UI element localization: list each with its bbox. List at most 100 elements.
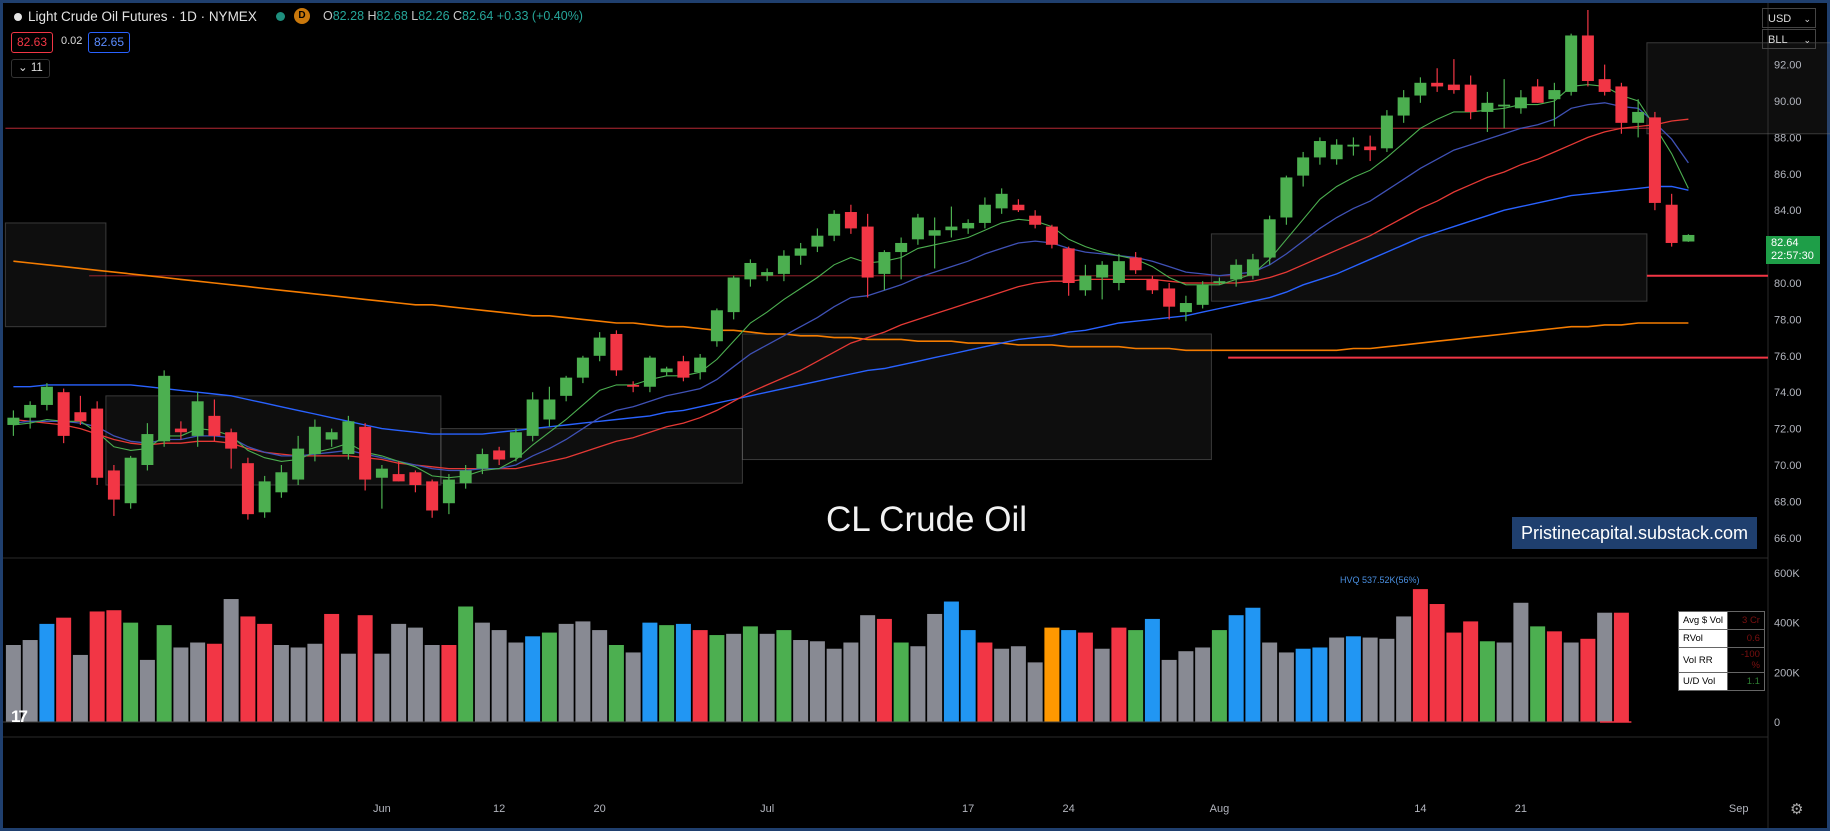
volume-bar [223, 599, 239, 722]
candle-body [1632, 111, 1645, 123]
session-badge[interactable]: D [294, 8, 310, 24]
volume-bar [625, 652, 641, 722]
candle-body [1598, 79, 1611, 92]
ohlc-close-key: C [453, 9, 463, 23]
substack-banner: Pristinecapital.substack.com [1512, 517, 1757, 549]
volume-bar [1245, 607, 1261, 722]
volume-bar [1144, 618, 1160, 722]
candle-body [1246, 259, 1259, 276]
candle-body [677, 361, 690, 378]
candle-body [1179, 303, 1192, 313]
candle-body [191, 401, 204, 436]
volume-bar [190, 642, 206, 722]
price-tick-label: 66.00 [1774, 533, 1802, 545]
candle-body [962, 222, 975, 229]
candle-body [74, 412, 87, 422]
symbol-title[interactable]: Light Crude Oil Futures · 1D · NYMEX [14, 9, 257, 24]
volume-bar [977, 642, 993, 722]
volume-bar [391, 623, 407, 722]
volume-bar [1362, 637, 1378, 722]
volume-bar [826, 648, 842, 722]
candle-body [1498, 104, 1511, 107]
candle-body [1045, 226, 1058, 245]
candle-body [576, 357, 589, 378]
volume-bar [1027, 662, 1043, 722]
candle-body [476, 454, 489, 469]
volume-bar [608, 645, 624, 722]
chevron-down-icon: ⌄ [1803, 14, 1811, 24]
volume-bar [1278, 652, 1294, 722]
volume-bar [273, 645, 289, 722]
volume-bar [156, 625, 172, 722]
candle-body [794, 248, 807, 256]
volume-bar [206, 643, 222, 722]
supply-demand-zone [1210, 233, 1648, 302]
tradingview-logo[interactable]: 17 [11, 707, 28, 726]
stat-label: RVol [1678, 629, 1728, 648]
time-axis-label: 12 [493, 803, 505, 815]
volume-bar [474, 622, 490, 722]
sell-price-button[interactable]: 82.63 [11, 32, 54, 53]
candle-body [493, 450, 506, 460]
time-axis-label: 24 [1063, 803, 1075, 815]
hvq-annotation: HVQ 537.52K(56%) [1340, 575, 1420, 585]
candle-body [1447, 84, 1460, 91]
moving-average-orange [13, 260, 1689, 352]
ohlc-high-value: 82.68 [376, 9, 408, 23]
volume-bar [1061, 630, 1077, 722]
volume-tick-label: 400K [1774, 618, 1800, 630]
candle-body [1330, 144, 1343, 160]
volume-bar [340, 653, 356, 722]
candle-body [1347, 144, 1360, 147]
candle-body [107, 470, 120, 500]
ohlc-high-key: H [367, 9, 377, 23]
candle-body [777, 255, 790, 274]
volume-bar [1613, 612, 1629, 722]
candle-body [40, 386, 53, 405]
stat-label: U/D Vol [1678, 672, 1728, 691]
candle-body [1297, 157, 1310, 176]
buy-price-button[interactable]: 82.65 [88, 32, 131, 53]
indicators-toggle[interactable]: ⌄ 11 [11, 59, 50, 78]
volume-bar [709, 635, 725, 722]
volume-bar [558, 623, 574, 722]
candle-body [325, 432, 338, 440]
volume-bar [675, 623, 691, 722]
market-status-icon[interactable] [276, 12, 285, 21]
gear-icon[interactable]: ⚙ [1790, 801, 1804, 818]
volume-bar [592, 630, 608, 722]
stat-value: -100 % [1726, 647, 1765, 673]
volume-bar [441, 645, 457, 722]
candle-body [158, 375, 171, 442]
candle-body [761, 272, 774, 276]
volume-bar [960, 630, 976, 722]
volume-bar [1178, 651, 1194, 722]
time-axis-label: 14 [1414, 803, 1426, 815]
candle-body [1129, 257, 1142, 271]
unit-select[interactable]: BLL ⌄ [1762, 29, 1816, 49]
supply-demand-zone [1646, 42, 1830, 135]
candle-body [392, 474, 405, 482]
candle-body [225, 432, 238, 449]
candle-body [1096, 264, 1109, 278]
volume-bar [642, 622, 658, 722]
currency-select[interactable]: USD ⌄ [1762, 8, 1816, 28]
candle-body [1230, 264, 1243, 280]
candle-body [660, 368, 673, 373]
candle-body [375, 468, 388, 478]
ohlc-close-value: 82.64 +0.33 (+0.40%) [462, 9, 583, 23]
price-tick-label: 92.00 [1774, 60, 1802, 72]
candle-body [208, 415, 221, 436]
volume-stats-table: Avg $ Vol 3 Cr RVol 0.6 Vol RR -100 % U/D V… [1678, 611, 1765, 691]
volume-bar [1228, 615, 1244, 722]
candle-body [1029, 215, 1042, 225]
volume-bar [893, 642, 909, 722]
volume-bar [860, 615, 876, 722]
candle-body [643, 357, 656, 387]
volume-bar [659, 625, 675, 722]
candle-body [174, 428, 187, 433]
volume-bar [1128, 630, 1144, 722]
candle-body [258, 481, 271, 513]
stat-value: 0.6 [1726, 629, 1765, 648]
